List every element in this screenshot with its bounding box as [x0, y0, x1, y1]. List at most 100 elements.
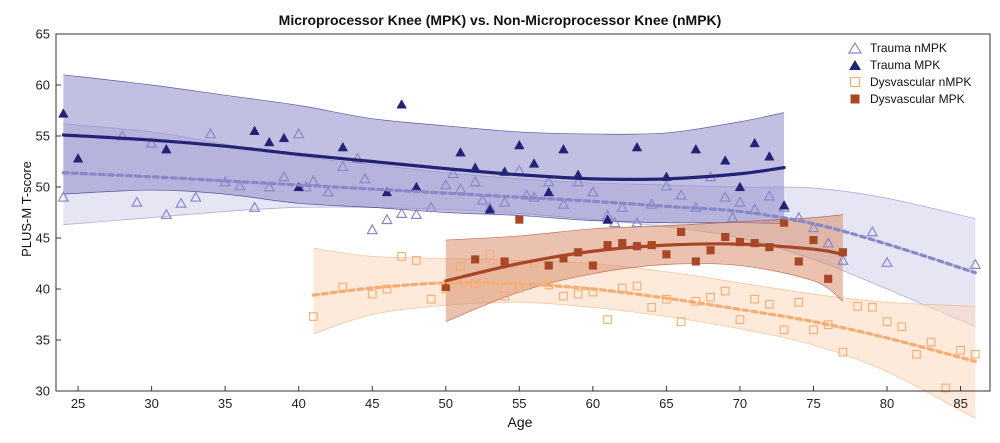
x-tick-label: 40 [291, 396, 305, 411]
legend-item-trauma-mpk: Trauma MPK [848, 57, 988, 74]
data-point [189, 191, 202, 202]
data-point [500, 257, 509, 266]
data-point [543, 186, 554, 197]
x-tick-label: 60 [586, 396, 600, 411]
data-point [838, 347, 848, 357]
data-point [691, 257, 700, 266]
legend-label: Dysvascular MPK [870, 92, 965, 106]
confidence-band-upper [445, 214, 843, 241]
data-point [447, 167, 459, 179]
data-point [882, 317, 892, 326]
data-point [309, 312, 318, 321]
data-point [307, 174, 320, 186]
data-point [500, 291, 509, 301]
data-point [397, 252, 407, 261]
data-point [677, 227, 686, 236]
data-point [396, 99, 407, 109]
data-point [559, 291, 568, 301]
y-tick-label: 50 [36, 180, 50, 195]
data-point [660, 179, 673, 191]
data-point [662, 250, 671, 259]
data-point [912, 349, 921, 359]
y-tick-label: 45 [36, 231, 50, 246]
data-point [616, 201, 629, 212]
data-point [690, 143, 702, 154]
legend-item-dysvascular-nmpk: Dysvascular nMPK [848, 74, 988, 91]
data-point [278, 132, 290, 143]
data-point [735, 315, 745, 324]
data-point [412, 256, 421, 265]
chart-title: Microprocessor Knee (MPK) vs. Non-Microp… [278, 12, 722, 28]
data-point [471, 255, 480, 264]
x-axis-label: Age [507, 414, 533, 430]
data-point [410, 208, 423, 219]
data-point [706, 292, 715, 302]
data-point [764, 151, 775, 161]
data-point [469, 175, 482, 187]
data-point [439, 178, 452, 190]
data-point [837, 254, 849, 265]
data-point [292, 127, 305, 139]
legend-label: Trauma nMPK [870, 41, 947, 55]
data-point [381, 213, 393, 225]
legend-label: Dysvascular nMPK [870, 75, 972, 89]
data-point [161, 143, 172, 154]
data-point [72, 153, 84, 163]
data-point [175, 197, 187, 208]
data-point [721, 232, 730, 242]
legend-item-trauma-nmpk: Trauma nMPK [848, 40, 988, 57]
data-point [248, 201, 261, 212]
data-point [542, 175, 555, 187]
y-tick-label: 65 [36, 27, 50, 42]
data-point [359, 172, 371, 184]
data-point [131, 196, 143, 207]
y-tick-label: 35 [36, 333, 50, 348]
x-tick-label: 30 [144, 396, 158, 411]
data-point [809, 325, 818, 335]
data-point [160, 208, 173, 219]
triangle-open-icon [848, 42, 862, 54]
data-point [455, 147, 466, 157]
data-point [853, 301, 862, 311]
data-point [926, 337, 936, 347]
data-point [763, 190, 776, 201]
data-point [734, 196, 746, 207]
data-point [809, 235, 818, 245]
x-tick-label: 75 [806, 396, 820, 411]
data-point [631, 141, 643, 152]
data-point [395, 207, 408, 218]
data-point [485, 249, 495, 259]
data-point [881, 256, 893, 267]
data-point [351, 152, 364, 163]
data-point [322, 186, 334, 197]
data-point [734, 181, 746, 192]
x-tick-label: 35 [218, 396, 232, 411]
data-point [204, 127, 217, 139]
data-point [675, 189, 687, 200]
data-point [234, 179, 246, 191]
data-point [336, 160, 349, 172]
data-point [557, 198, 570, 209]
y-tick-label: 55 [36, 129, 50, 144]
data-point [726, 211, 739, 223]
axes-frame [55, 33, 991, 392]
data-point [779, 325, 789, 335]
y-axis-label: PLUS-M T-score [19, 161, 34, 257]
data-point [367, 289, 377, 299]
legend-item-dysvascular-mpk: Dysvascular MPK [848, 91, 988, 108]
data-point [57, 191, 70, 202]
data-point [631, 216, 643, 228]
data-point [602, 214, 613, 224]
data-point [778, 200, 790, 210]
confidence-band-upper [313, 247, 976, 307]
data-point [514, 139, 525, 150]
legend-label: Trauma MPK [870, 58, 941, 72]
data-point [807, 221, 820, 233]
data-point [544, 261, 553, 270]
data-point [866, 225, 879, 237]
data-point [498, 196, 511, 207]
data-point [603, 315, 612, 324]
data-point [824, 274, 833, 283]
data-point [749, 137, 760, 148]
